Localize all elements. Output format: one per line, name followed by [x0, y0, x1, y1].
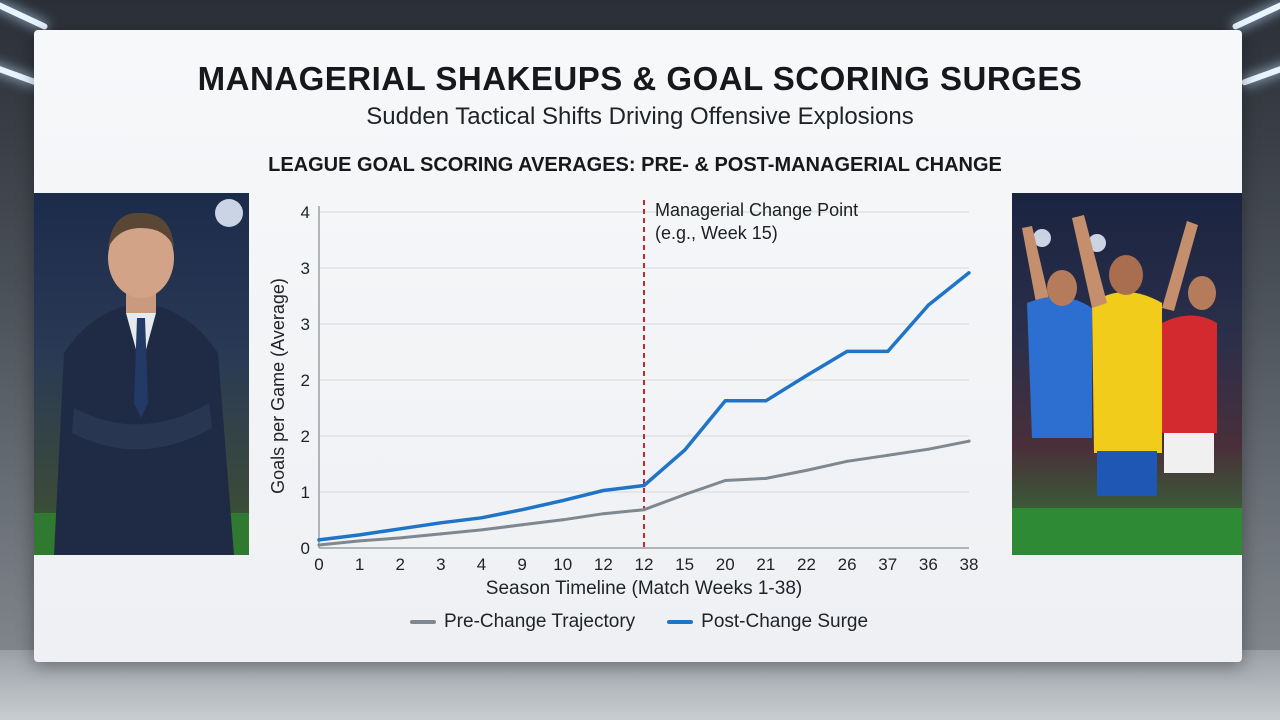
x-tick-label: 2	[396, 555, 405, 574]
y-tick-label: 2	[301, 371, 310, 390]
x-tick-label: 0	[314, 555, 323, 574]
data-point-pre-change	[764, 476, 768, 480]
data-point-post-change	[601, 489, 605, 493]
data-point-pre-change	[439, 532, 443, 536]
data-point-post-change	[520, 508, 524, 512]
y-tick-label: 1	[301, 483, 310, 502]
y-tick-label: 2	[301, 427, 310, 446]
data-point-pre-change	[642, 508, 646, 512]
data-point-post-change	[683, 448, 687, 452]
data-point-pre-change	[358, 539, 362, 543]
data-point-post-change	[561, 499, 565, 503]
chart-legend: Pre-Change Trajectory Post-Change Surge	[410, 611, 900, 633]
x-tick-label: 36	[919, 555, 938, 574]
x-tick-label: 4	[477, 555, 486, 574]
data-point-pre-change	[967, 439, 971, 443]
manager-photo	[34, 193, 249, 555]
page-title: MANAGERIAL SHAKEUPS & GOAL SCORING SURGE…	[197, 60, 1083, 97]
data-point-post-change	[480, 516, 483, 520]
chart-title: LEAGUE GOAL SCORING AVERAGES: PRE- & POS…	[268, 154, 1002, 176]
x-tick-label: 12	[594, 555, 613, 574]
data-point-pre-change	[845, 459, 849, 463]
data-point-pre-change	[723, 478, 727, 482]
data-point-post-change	[967, 271, 971, 275]
data-point-post-change	[926, 303, 930, 307]
data-point-post-change	[317, 538, 321, 542]
y-tick-label: 3	[301, 259, 310, 278]
data-point-post-change	[723, 399, 727, 403]
data-point-post-change	[398, 527, 402, 531]
data-point-pre-change	[480, 528, 483, 532]
y-axis-label: Goals per Game (Average)	[268, 278, 288, 494]
data-point-pre-change	[561, 518, 565, 522]
data-point-post-change	[805, 374, 808, 378]
x-tick-label: 10	[553, 555, 572, 574]
data-point-post-change	[358, 533, 362, 537]
data-point-pre-change	[926, 447, 930, 451]
data-point-pre-change	[398, 536, 402, 540]
managerial-change-annotation: Managerial Change Point (e.g., Week 15)	[655, 199, 858, 245]
x-axis-label: Season Timeline (Match Weeks 1-38)	[486, 578, 802, 599]
y-tick-label: 0	[301, 539, 310, 558]
data-point-post-change	[642, 484, 646, 488]
data-point-pre-change	[520, 523, 524, 527]
annotation-line-1: Managerial Change Point	[655, 200, 859, 220]
celebrating-players-photo	[1012, 193, 1242, 555]
annotation-line-2: (e.g., Week 15)	[655, 223, 778, 243]
legend-swatch-post-change	[667, 620, 694, 624]
y-tick-label: 3	[301, 315, 310, 334]
data-point-pre-change	[805, 468, 808, 472]
x-tick-label: 3	[436, 555, 445, 574]
x-tick-label: 37	[878, 555, 897, 574]
x-tick-label: 20	[716, 555, 735, 574]
legend-label-post-change: Post-Change Surge	[701, 611, 869, 632]
data-point-post-change	[764, 399, 768, 403]
x-tick-label: 9	[517, 555, 526, 574]
page-subtitle: Sudden Tactical Shifts Driving Offensive…	[366, 103, 914, 130]
x-tick-label: 12	[635, 555, 654, 574]
x-tick-label: 26	[838, 555, 857, 574]
legend-item-post-change: Post-Change Surge	[667, 611, 868, 633]
x-tick-label: 38	[960, 555, 979, 574]
data-point-pre-change	[317, 543, 321, 547]
data-point-post-change	[886, 349, 890, 353]
legend-label-pre-change: Pre-Change Trajectory	[444, 611, 636, 632]
x-tick-label: 22	[797, 555, 816, 574]
data-point-post-change	[439, 521, 443, 525]
legend-swatch-pre-change	[410, 620, 436, 624]
x-tick-label: 15	[675, 555, 694, 574]
data-point-pre-change	[601, 512, 605, 516]
y-tick-label: 4	[301, 203, 310, 222]
data-point-post-change	[845, 349, 849, 353]
data-point-pre-change	[683, 493, 687, 497]
x-tick-label: 1	[355, 555, 364, 574]
data-point-pre-change	[886, 453, 890, 457]
x-tick-label: 21	[756, 555, 775, 574]
legend-item-pre-change: Pre-Change Trajectory	[410, 611, 635, 633]
